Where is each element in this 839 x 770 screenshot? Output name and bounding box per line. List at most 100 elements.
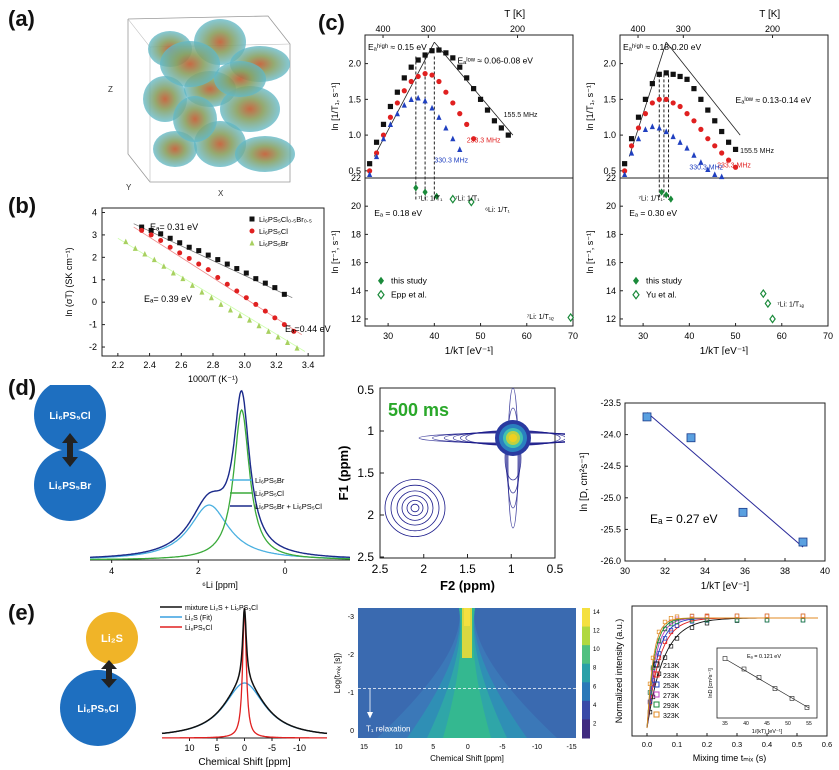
- data-point: [677, 73, 683, 80]
- x-tick-label: -15: [567, 744, 577, 751]
- legend-marker: [653, 701, 660, 708]
- annotation: 233.3 MHz: [467, 137, 501, 144]
- data-point: [158, 238, 164, 244]
- compound-label: Li₂S: [101, 633, 123, 645]
- data-point: [719, 150, 725, 156]
- data-point: [764, 618, 770, 623]
- y-tick-label: 1.5: [603, 94, 616, 104]
- data-point: [224, 281, 230, 287]
- data-point: [199, 289, 205, 295]
- data-point: [429, 104, 435, 111]
- data-point: [628, 136, 635, 142]
- annotation: ⁷Li: 1/T₁: [638, 196, 663, 203]
- y-tick-label: 1.0: [603, 130, 616, 140]
- heatmap-peak: [462, 608, 472, 658]
- data-point: [677, 103, 683, 110]
- x-tick-label: 40: [684, 331, 694, 341]
- data-point: [471, 86, 477, 92]
- data-point: [281, 291, 287, 297]
- data-point: [443, 124, 449, 131]
- x-tick-label: 0.2: [702, 740, 712, 749]
- data-point: [712, 118, 718, 124]
- data-point: [647, 681, 653, 687]
- data-point: [650, 665, 656, 670]
- annotation: ⁷Li: 1/T₁: [418, 196, 443, 203]
- data-point: [656, 96, 662, 102]
- data-point: [227, 307, 233, 313]
- data-point: [698, 96, 704, 102]
- data-point: [662, 636, 668, 641]
- colorbar-tick-label: 4: [593, 703, 597, 709]
- data-point: [196, 248, 202, 254]
- data-point: [719, 128, 725, 135]
- data-point: [272, 285, 278, 291]
- data-point: [650, 655, 656, 661]
- y-tick-label: 14: [606, 286, 616, 296]
- data-point: [246, 317, 252, 323]
- legend-label: Li₆PS₅Cl: [185, 625, 212, 632]
- annotation: ⁷Li: 1/T₁ᵨ: [527, 314, 554, 321]
- annotation: Eₐˡᵒʷ ≈ 0.13-0.14 eV: [736, 95, 812, 105]
- y-tick-label: 1.5: [357, 466, 374, 480]
- data-point: [123, 238, 129, 245]
- legend-label: Li₂S (Fit): [185, 615, 212, 622]
- y-tick-label: -25.0: [600, 493, 621, 503]
- data-point: [237, 312, 243, 319]
- data-point: [635, 114, 642, 120]
- y-tick-label: 0.5: [348, 166, 361, 176]
- y-tick-label: 3: [92, 230, 97, 240]
- y-tick-label: 2.5: [357, 550, 374, 564]
- data-point: [148, 232, 154, 238]
- data-point: [151, 256, 157, 263]
- x-tick-label: 34: [700, 566, 710, 576]
- x-tick-label: 2.4: [143, 360, 156, 370]
- contour-line: [390, 484, 440, 532]
- x-tick-label: 5: [214, 743, 219, 753]
- compound-label: Li₆PS₅Br: [49, 481, 92, 492]
- y-tick-label: 4: [92, 207, 97, 217]
- data-point: [567, 312, 575, 323]
- arrow-down-icon: [367, 712, 373, 719]
- data-point: [422, 97, 428, 104]
- data-point: [161, 263, 167, 269]
- colorbar-segment: [582, 663, 590, 683]
- data-point: [764, 613, 770, 618]
- data-point: [167, 235, 173, 241]
- legend-marker: [377, 289, 385, 300]
- inset-x-tick: 55: [806, 721, 812, 727]
- isosurface-blob: [160, 41, 220, 87]
- x-tick-label: 32: [660, 566, 670, 576]
- data-point: [698, 159, 704, 165]
- data-point: [764, 618, 770, 623]
- data-point: [373, 139, 380, 145]
- data-point: [234, 266, 240, 272]
- data-point: [443, 50, 449, 56]
- plot-frame: [631, 605, 828, 737]
- legend-marker: [632, 289, 640, 300]
- annotation: 330.3 MHz: [689, 164, 723, 171]
- x-tick-label: 10: [184, 743, 194, 753]
- data-point: [464, 121, 470, 127]
- data-point: [800, 618, 806, 623]
- data-point: [705, 107, 711, 113]
- data-point: [663, 128, 669, 135]
- data-point: [662, 619, 668, 625]
- y-tick-label: -2: [89, 342, 97, 352]
- legend-label: 293K: [663, 703, 680, 710]
- x-tick-label: -10: [293, 743, 306, 753]
- colorbar-tick-label: 6: [593, 684, 597, 690]
- y-tick-label: -2: [348, 652, 354, 659]
- compound-circle: [34, 385, 106, 451]
- x-tick-label: 2.6: [175, 360, 188, 370]
- data-point: [208, 294, 214, 301]
- data-point: [674, 614, 680, 619]
- data-point: [262, 280, 268, 286]
- data-point: [764, 613, 770, 618]
- x-tick-label: 0: [282, 566, 287, 576]
- data-point: [649, 81, 655, 87]
- legend-label: 213K: [663, 663, 680, 670]
- legend-label: 253K: [663, 683, 680, 690]
- legend-label: 323K: [663, 713, 680, 720]
- panel-d-2d-exsy: 2.5 2 1.5 1 0.5 F2 (ppm) 0.5 1 1.5 2 2.5 F1 (ppm) 50…: [336, 383, 565, 593]
- x-tick-label: 50: [476, 331, 486, 341]
